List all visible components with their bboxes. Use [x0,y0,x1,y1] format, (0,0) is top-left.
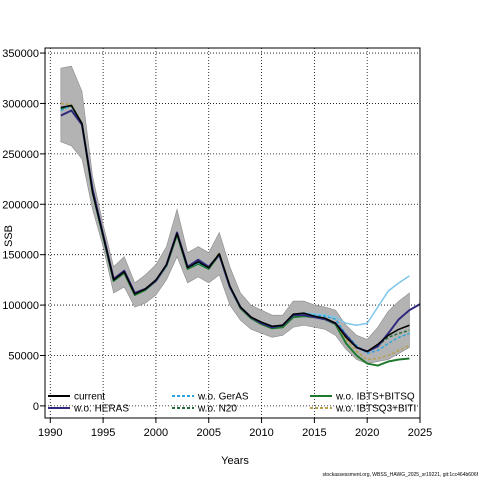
y-tick-label: 100000 [2,300,39,312]
legend-label: w.o. IBTS+BITSQ [335,392,415,403]
y-tick-label: 0 [33,401,39,413]
x-tick-label: 1995 [91,427,115,439]
legend-label: w.o. IBTSQ3+BITI [335,404,416,415]
y-tick-label: 150000 [2,250,39,262]
x-axis-title: Years [221,455,249,467]
y-tick-label: 50000 [8,350,39,362]
plot-frame [44,47,421,419]
x-tick-label: 2025 [408,427,432,439]
footer-credit: stockassessment.org, WBSS_HAWG_2025_sr19… [322,472,478,478]
series-line-w-o-ibtsq3-bitsq [60,102,410,361]
legend-label: w.o. GerAS [197,392,249,403]
y-tick-label: 250000 [2,149,39,161]
x-tick-label: 2005 [196,427,220,439]
legend-label: current [74,392,105,403]
series-line-w-o-ibts-bitsq [60,104,410,367]
y-axis-ticks: 0 50000 100000 150000 200000 250000 300000 3500… [2,48,45,413]
y-tick-label: 200000 [2,199,39,211]
series-line-w-o-n20 [60,104,410,353]
series-line-w-o-geras [60,104,410,355]
series-layer [60,102,421,367]
legend-label: w.o. N20 [197,404,237,415]
y-axis-title: SSB [3,225,15,247]
series-line-current [60,104,410,353]
x-tick-label: 1990 [38,427,62,439]
y-tick-label: 300000 [2,98,39,110]
confidence-band-layer [60,65,410,364]
legend: current w.o. GerAS w.o. IBTS+BITSQ w.o. HER… [48,392,416,415]
y-tick-label: 350000 [2,48,39,60]
legend-label: w.o. HERAS [73,404,129,415]
x-axis-ticks: 1990 1995 2000 2005 2010 2015 2020 2025 [38,418,432,439]
confidence-band [60,65,410,364]
x-tick-label: 2010 [249,427,273,439]
x-tick-label: 2000 [144,427,168,439]
x-tick-label: 2015 [302,427,326,439]
x-tick-label: 2020 [355,427,379,439]
